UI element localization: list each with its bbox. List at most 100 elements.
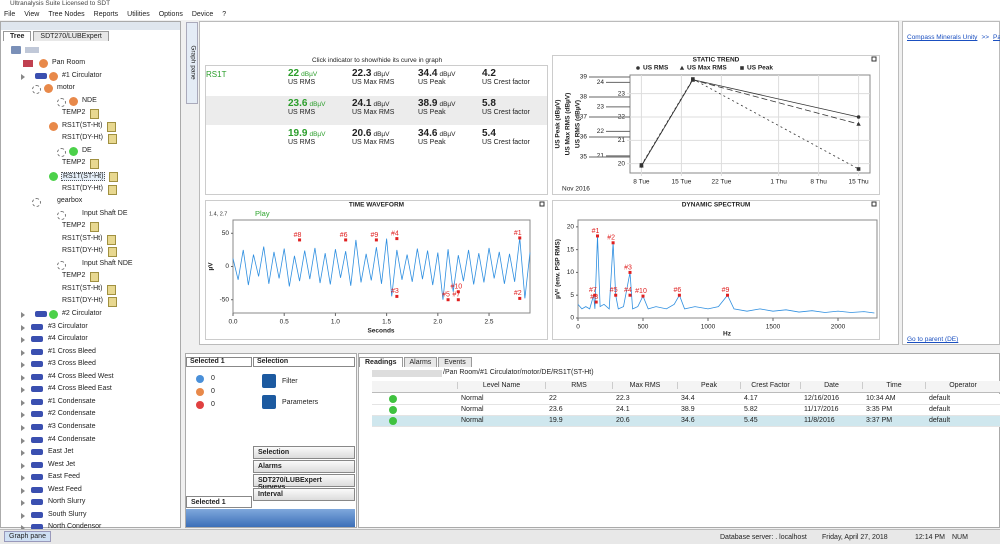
- expand-arrow[interactable]: [21, 374, 25, 381]
- nav-button[interactable]: Alarms: [253, 460, 355, 473]
- menu-item[interactable]: Utilities: [127, 11, 150, 18]
- indicator[interactable]: 34.6 dBµV US Peak: [418, 128, 456, 146]
- expand-arrow[interactable]: [21, 512, 25, 519]
- tree-node-label[interactable]: #4 Cross Bleed West: [48, 372, 114, 380]
- expand-arrow[interactable]: [21, 500, 25, 507]
- indicator[interactable]: 22.3 dBµV US Max RMS: [352, 68, 394, 86]
- column-header[interactable]: Peak: [677, 382, 740, 389]
- indicator[interactable]: 19.9 dBµV US RMS: [288, 128, 326, 146]
- tree-node-label[interactable]: #3 Cross Bleed: [48, 360, 96, 368]
- expand-arrow[interactable]: [21, 349, 25, 356]
- menu-item[interactable]: View: [24, 11, 40, 18]
- tree-node-label[interactable]: RS1T(ST-Ht): [62, 234, 103, 242]
- column-header[interactable]: RMS: [545, 382, 612, 389]
- tree-node-label[interactable]: #4 Cross Bleed East: [48, 385, 112, 393]
- expand-arrow[interactable]: [21, 324, 25, 331]
- tool-icon[interactable]: [262, 395, 276, 409]
- tree-node-label[interactable]: #1 Cross Bleed: [48, 347, 96, 355]
- expand-arrow[interactable]: [21, 337, 25, 344]
- expand-arrow[interactable]: [21, 312, 25, 318]
- tree-node-label[interactable]: RS1T(ST-Ht): [61, 171, 106, 181]
- nav-button[interactable]: SDT270/LUBExpert Surveys: [253, 474, 355, 491]
- tree-node-label[interactable]: South Slurry: [48, 510, 87, 518]
- tree-node-label[interactable]: gearbox: [57, 197, 83, 205]
- tree-node-label[interactable]: RS1T(DY-Ht): [62, 247, 103, 255]
- tree-node-label[interactable]: North Condensor: [48, 523, 102, 531]
- status-pane[interactable]: Graph pane: [4, 531, 51, 542]
- tree-node-label[interactable]: West Jet: [48, 460, 76, 468]
- indicator[interactable]: 20.6 dBµV US Max RMS: [352, 128, 394, 146]
- table-row[interactable]: [372, 394, 1000, 405]
- expand-arrow[interactable]: [21, 437, 25, 444]
- tree-node-label[interactable]: #2 Circulator: [62, 310, 102, 317]
- nav-button[interactable]: Selection: [253, 446, 355, 459]
- tree-tab[interactable]: SDT270/LUBExpert: [33, 31, 109, 41]
- tree-node-label[interactable]: TEMP2: [62, 222, 86, 230]
- tree-node-label[interactable]: RS1T(DY-Ht): [62, 297, 103, 305]
- indicator[interactable]: 34.4 dBµV US Peak: [418, 68, 456, 86]
- expand-arrow[interactable]: [21, 424, 25, 431]
- tree-node-label[interactable]: #4 Circulator: [48, 335, 88, 343]
- table-row[interactable]: [372, 405, 1000, 416]
- indicator[interactable]: 4.2 US Crest factor: [482, 68, 530, 86]
- tree-node-label[interactable]: RS1T(ST-Ht): [62, 284, 103, 292]
- tree-node-label[interactable]: East Feed: [48, 473, 80, 481]
- tree-node-label[interactable]: Input Shaft NDE: [82, 259, 133, 267]
- tree-node-label[interactable]: #4 Condensate: [48, 435, 96, 443]
- tree-node-label[interactable]: North Slurry: [48, 498, 86, 506]
- menu-item[interactable]: File: [4, 11, 16, 18]
- readings-tab[interactable]: Events: [438, 357, 472, 367]
- indicator[interactable]: 5.8 US Crest factor: [482, 98, 530, 116]
- expand-arrow[interactable]: [21, 399, 25, 406]
- tree-node-label[interactable]: RS1T(DY-Ht): [62, 184, 103, 192]
- breadcrumb-link[interactable]: Compass Minerals Unity: [907, 34, 978, 41]
- tool-icon[interactable]: [262, 374, 276, 388]
- tree-node-label[interactable]: TEMP2: [62, 272, 86, 280]
- indicator[interactable]: 38.9 dBµV US Peak: [418, 98, 456, 116]
- readings-tab[interactable]: Alarms: [403, 357, 438, 367]
- tree-node-label[interactable]: Pan Room: [52, 59, 86, 66]
- tree-node-label[interactable]: NDE: [82, 96, 97, 104]
- indicator[interactable]: 23.6 dBµV US RMS: [288, 98, 326, 116]
- tree-node-label[interactable]: #1 Condensate: [48, 397, 96, 405]
- tree-node-label[interactable]: RS1T(DY-Ht): [62, 134, 103, 142]
- indicator[interactable]: 5.4 US Crest factor: [482, 128, 530, 146]
- graph-pane-tab-label[interactable]: Graph pane: [189, 45, 197, 80]
- expand-arrow[interactable]: [21, 450, 25, 457]
- tree-node-label[interactable]: #2 Condensate: [48, 410, 96, 418]
- tree-node-label[interactable]: East Jet: [48, 448, 74, 456]
- expand-arrow[interactable]: [21, 362, 25, 369]
- tree-node-label[interactable]: #1 Circulator: [62, 71, 102, 79]
- tool-label[interactable]: Filter: [282, 378, 298, 385]
- tree-node-label[interactable]: Input Shaft DE: [82, 209, 128, 217]
- expand-arrow[interactable]: [21, 462, 25, 469]
- expand-arrow[interactable]: [21, 525, 25, 532]
- tree-node-label[interactable]: RS1T(ST-Ht): [62, 121, 103, 129]
- tree-node-label[interactable]: DE: [82, 146, 92, 154]
- menu-item[interactable]: Options: [158, 11, 183, 18]
- readings-tab[interactable]: Readings: [359, 357, 403, 367]
- menu-item[interactable]: ?: [222, 11, 227, 18]
- menu-item[interactable]: Device: [191, 11, 214, 18]
- expand-arrow[interactable]: [21, 487, 25, 494]
- parent-link[interactable]: Go to parent (DE): [907, 336, 959, 343]
- tree-node-label[interactable]: TEMP2: [62, 159, 86, 167]
- nav-button[interactable]: Interval: [253, 488, 355, 501]
- tool-label[interactable]: Parameters: [282, 399, 319, 406]
- column-header[interactable]: Date: [800, 382, 862, 389]
- tree-node-label[interactable]: West Feed: [48, 485, 82, 493]
- expand-arrow[interactable]: [21, 412, 25, 419]
- menu-item[interactable]: Tree Nodes: [48, 11, 85, 18]
- breadcrumb-link[interactable]: Pan Room: [993, 34, 1000, 41]
- tree-node-label[interactable]: #3 Condensate: [48, 422, 96, 430]
- column-header[interactable]: Level Name: [457, 382, 545, 389]
- indicator[interactable]: 24.1 dBµV US Max RMS: [352, 98, 394, 116]
- expand-arrow[interactable]: [21, 387, 25, 394]
- column-header[interactable]: Max RMS: [612, 382, 677, 389]
- table-row[interactable]: [372, 416, 1000, 427]
- tree-node-label[interactable]: motor: [57, 84, 75, 92]
- tree-node-label[interactable]: TEMP2: [62, 109, 86, 117]
- expand-arrow[interactable]: [21, 73, 25, 80]
- indicator[interactable]: 22 dBµV US RMS: [288, 68, 317, 86]
- tree-node-label[interactable]: #3 Circulator: [48, 322, 88, 330]
